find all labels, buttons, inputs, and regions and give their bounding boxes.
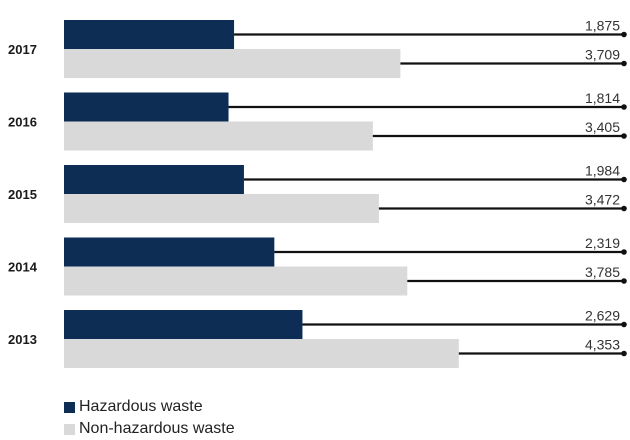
- leader-dot-non-hazardous-2014: [621, 278, 627, 284]
- bar-hazardous-2013: [64, 310, 303, 339]
- leader-dot-hazardous-2013: [621, 321, 627, 328]
- leader-dot-hazardous-2017: [621, 31, 627, 38]
- bar-hazardous-2014: [64, 237, 275, 267]
- value-label-hazardous-2015: 1,984: [585, 163, 620, 179]
- chart-legend: Hazardous waste Non-hazardous waste: [64, 396, 235, 440]
- value-label-non-hazardous-2015: 3,472: [585, 192, 620, 208]
- year-label-2013: 2013: [8, 332, 37, 347]
- leader-dot-non-hazardous-2015: [621, 205, 627, 212]
- value-label-non-hazardous-2014: 3,785: [585, 264, 620, 280]
- year-group-2015: 2015 1,984 3,472: [8, 163, 627, 223]
- leader-dot-non-hazardous-2013: [621, 350, 627, 357]
- leader-dot-hazardous-2014: [621, 249, 627, 255]
- year-label-2015: 2015: [8, 187, 37, 202]
- legend-label-hazardous: Hazardous waste: [79, 398, 203, 415]
- leader-dot-hazardous-2015: [621, 176, 627, 183]
- leader-dot-hazardous-2016: [621, 104, 627, 110]
- legend-item-non-hazardous: Non-hazardous waste: [64, 418, 235, 440]
- value-label-hazardous-2016: 1,814: [585, 90, 620, 106]
- bar-non-hazardous-2015: [64, 194, 379, 223]
- legend-swatch-hazardous: [64, 402, 75, 413]
- year-group-2016: 2016 1,814 3,405: [8, 90, 627, 151]
- leader-dot-non-hazardous-2017: [621, 60, 627, 67]
- legend-swatch-non-hazardous: [64, 424, 75, 435]
- bar-hazardous-2015: [64, 165, 244, 194]
- bar-hazardous-2016: [64, 92, 229, 122]
- value-label-hazardous-2017: 1,875: [585, 18, 620, 34]
- year-group-2017: 2017 1,875 3,709: [8, 18, 627, 78]
- year-group-2013: 2013 2,629 4,353: [8, 308, 627, 368]
- bar-non-hazardous-2017: [64, 49, 401, 78]
- year-group-2014: 2014 2,319 3,785: [8, 235, 627, 296]
- legend-label-non-hazardous: Non-hazardous waste: [79, 420, 235, 437]
- value-label-hazardous-2014: 2,319: [585, 235, 620, 251]
- bar-non-hazardous-2013: [64, 339, 459, 368]
- value-label-non-hazardous-2016: 3,405: [585, 119, 620, 135]
- value-label-hazardous-2013: 2,629: [585, 308, 620, 324]
- year-label-2016: 2016: [8, 115, 37, 130]
- leader-dot-non-hazardous-2016: [621, 133, 627, 139]
- value-label-non-hazardous-2017: 3,709: [585, 47, 620, 63]
- legend-item-hazardous: Hazardous waste: [64, 396, 235, 418]
- bar-hazardous-2017: [64, 20, 235, 49]
- bar-non-hazardous-2014: [64, 266, 408, 296]
- year-label-2014: 2014: [8, 260, 38, 275]
- value-label-non-hazardous-2013: 4,353: [585, 337, 620, 353]
- year-label-2017: 2017: [8, 42, 37, 57]
- bar-non-hazardous-2016: [64, 121, 373, 151]
